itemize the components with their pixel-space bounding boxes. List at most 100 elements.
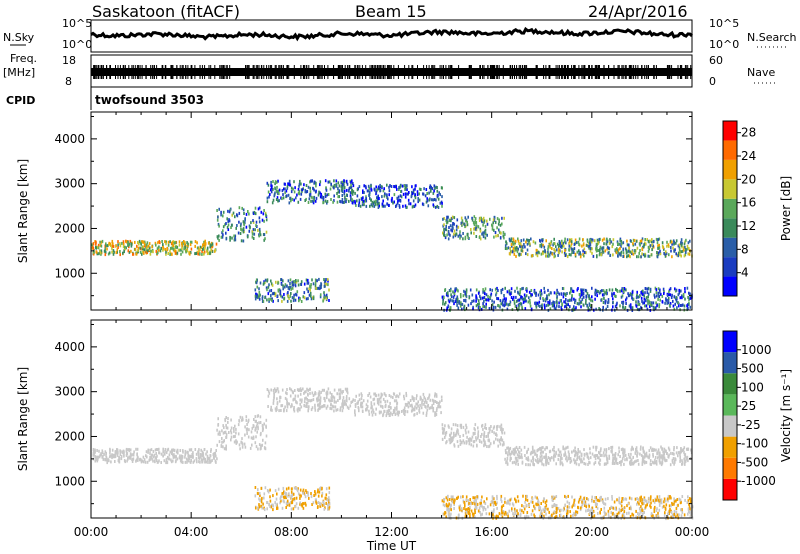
power-cell — [675, 252, 677, 256]
velocity-cell — [328, 507, 330, 511]
velocity-cell — [312, 501, 315, 505]
velocity-cell — [518, 446, 521, 449]
velocity-cell — [527, 463, 529, 467]
velocity-cell — [291, 501, 294, 504]
velocity-cell — [643, 496, 646, 500]
power-cell — [169, 246, 172, 250]
power-cell — [284, 182, 286, 186]
velocity-cell — [443, 499, 445, 503]
power-cell — [196, 250, 198, 254]
power-cell — [401, 184, 404, 188]
power-cell — [689, 293, 691, 297]
velocity-cell — [302, 506, 305, 510]
velocity-cell — [192, 460, 195, 464]
velocity-cell — [497, 424, 499, 428]
velocity-cell — [297, 487, 299, 491]
velocity-cell — [422, 411, 425, 415]
velocity-cell — [256, 422, 259, 425]
velocity-cell — [537, 448, 539, 452]
power-cell — [672, 299, 674, 303]
power-cell — [558, 247, 560, 251]
velocity-cell — [322, 503, 324, 507]
velocity-cell — [493, 440, 495, 444]
power-cell — [578, 249, 580, 253]
power-cell — [668, 253, 670, 257]
velocity-cell — [106, 461, 108, 465]
velocity-cell — [199, 460, 201, 464]
power-cell — [412, 188, 415, 192]
velocity-cell — [334, 405, 337, 409]
power-cell — [658, 237, 661, 241]
power-cell — [251, 235, 254, 239]
power-colorbar-segment — [723, 218, 737, 238]
velocity-cell — [313, 494, 315, 497]
velocity-cell — [319, 504, 322, 508]
velocity-cell — [194, 448, 197, 451]
power-cell — [525, 240, 527, 244]
power-cell — [420, 188, 422, 191]
velocity-cell — [240, 440, 242, 444]
velocity-cell — [342, 390, 344, 394]
power-cell — [446, 306, 449, 310]
power-cell — [291, 286, 294, 290]
power-cell — [568, 242, 570, 245]
power-cell — [114, 244, 117, 248]
velocity-cell — [504, 457, 506, 461]
velocity-cell — [150, 456, 152, 460]
power-cell — [513, 249, 516, 253]
velocity-cell — [262, 438, 264, 442]
velocity-cell — [500, 436, 502, 440]
power-cell — [556, 301, 558, 305]
power-cell — [251, 230, 254, 234]
velocity-cell — [103, 452, 105, 456]
velocity-cell — [559, 460, 562, 464]
power-cell — [94, 242, 97, 246]
power-cell — [390, 185, 393, 188]
power-cell — [467, 232, 469, 236]
power-cell — [447, 215, 449, 219]
velocity-cell — [677, 451, 680, 455]
power-cell — [269, 297, 272, 301]
power-cell — [351, 201, 354, 205]
power-cell — [565, 241, 567, 245]
power-cell — [617, 242, 619, 246]
power-cell — [341, 198, 344, 201]
power-cell — [146, 250, 148, 254]
velocity-cell — [622, 512, 625, 516]
velocity-cell — [185, 457, 188, 461]
velocity-cell — [234, 424, 236, 428]
power-cell — [622, 241, 625, 245]
velocity-cell — [290, 507, 293, 511]
power-cell — [460, 234, 462, 238]
velocity-cell — [333, 399, 336, 403]
velocity-cell — [688, 497, 691, 501]
power-cell — [262, 212, 265, 216]
power-cell — [528, 239, 530, 242]
velocity-cell — [509, 458, 511, 462]
power-cell — [183, 240, 185, 243]
velocity-cell — [217, 423, 219, 427]
power-cell — [255, 224, 257, 228]
velocity-cell — [336, 408, 339, 412]
power-cell — [293, 180, 295, 184]
velocity-cell — [143, 458, 146, 462]
power-cell — [383, 187, 385, 191]
power-cell — [148, 242, 151, 246]
velocity-cell — [493, 431, 495, 435]
velocity-cell — [92, 448, 95, 451]
power-cell — [579, 255, 582, 259]
power-cell — [217, 236, 219, 240]
power-cell — [225, 231, 227, 235]
power-cell — [452, 295, 455, 299]
power-cell — [684, 240, 686, 244]
velocity-cell — [466, 440, 468, 444]
power-cell — [554, 254, 556, 258]
power-cell — [222, 225, 225, 229]
power-cell — [622, 287, 624, 291]
velocity-cell — [262, 427, 264, 431]
power-cell — [581, 244, 583, 248]
power-cell — [459, 233, 461, 237]
velocity-cell — [241, 416, 244, 420]
velocity-cell — [96, 459, 99, 463]
velocity-cell — [294, 397, 296, 401]
